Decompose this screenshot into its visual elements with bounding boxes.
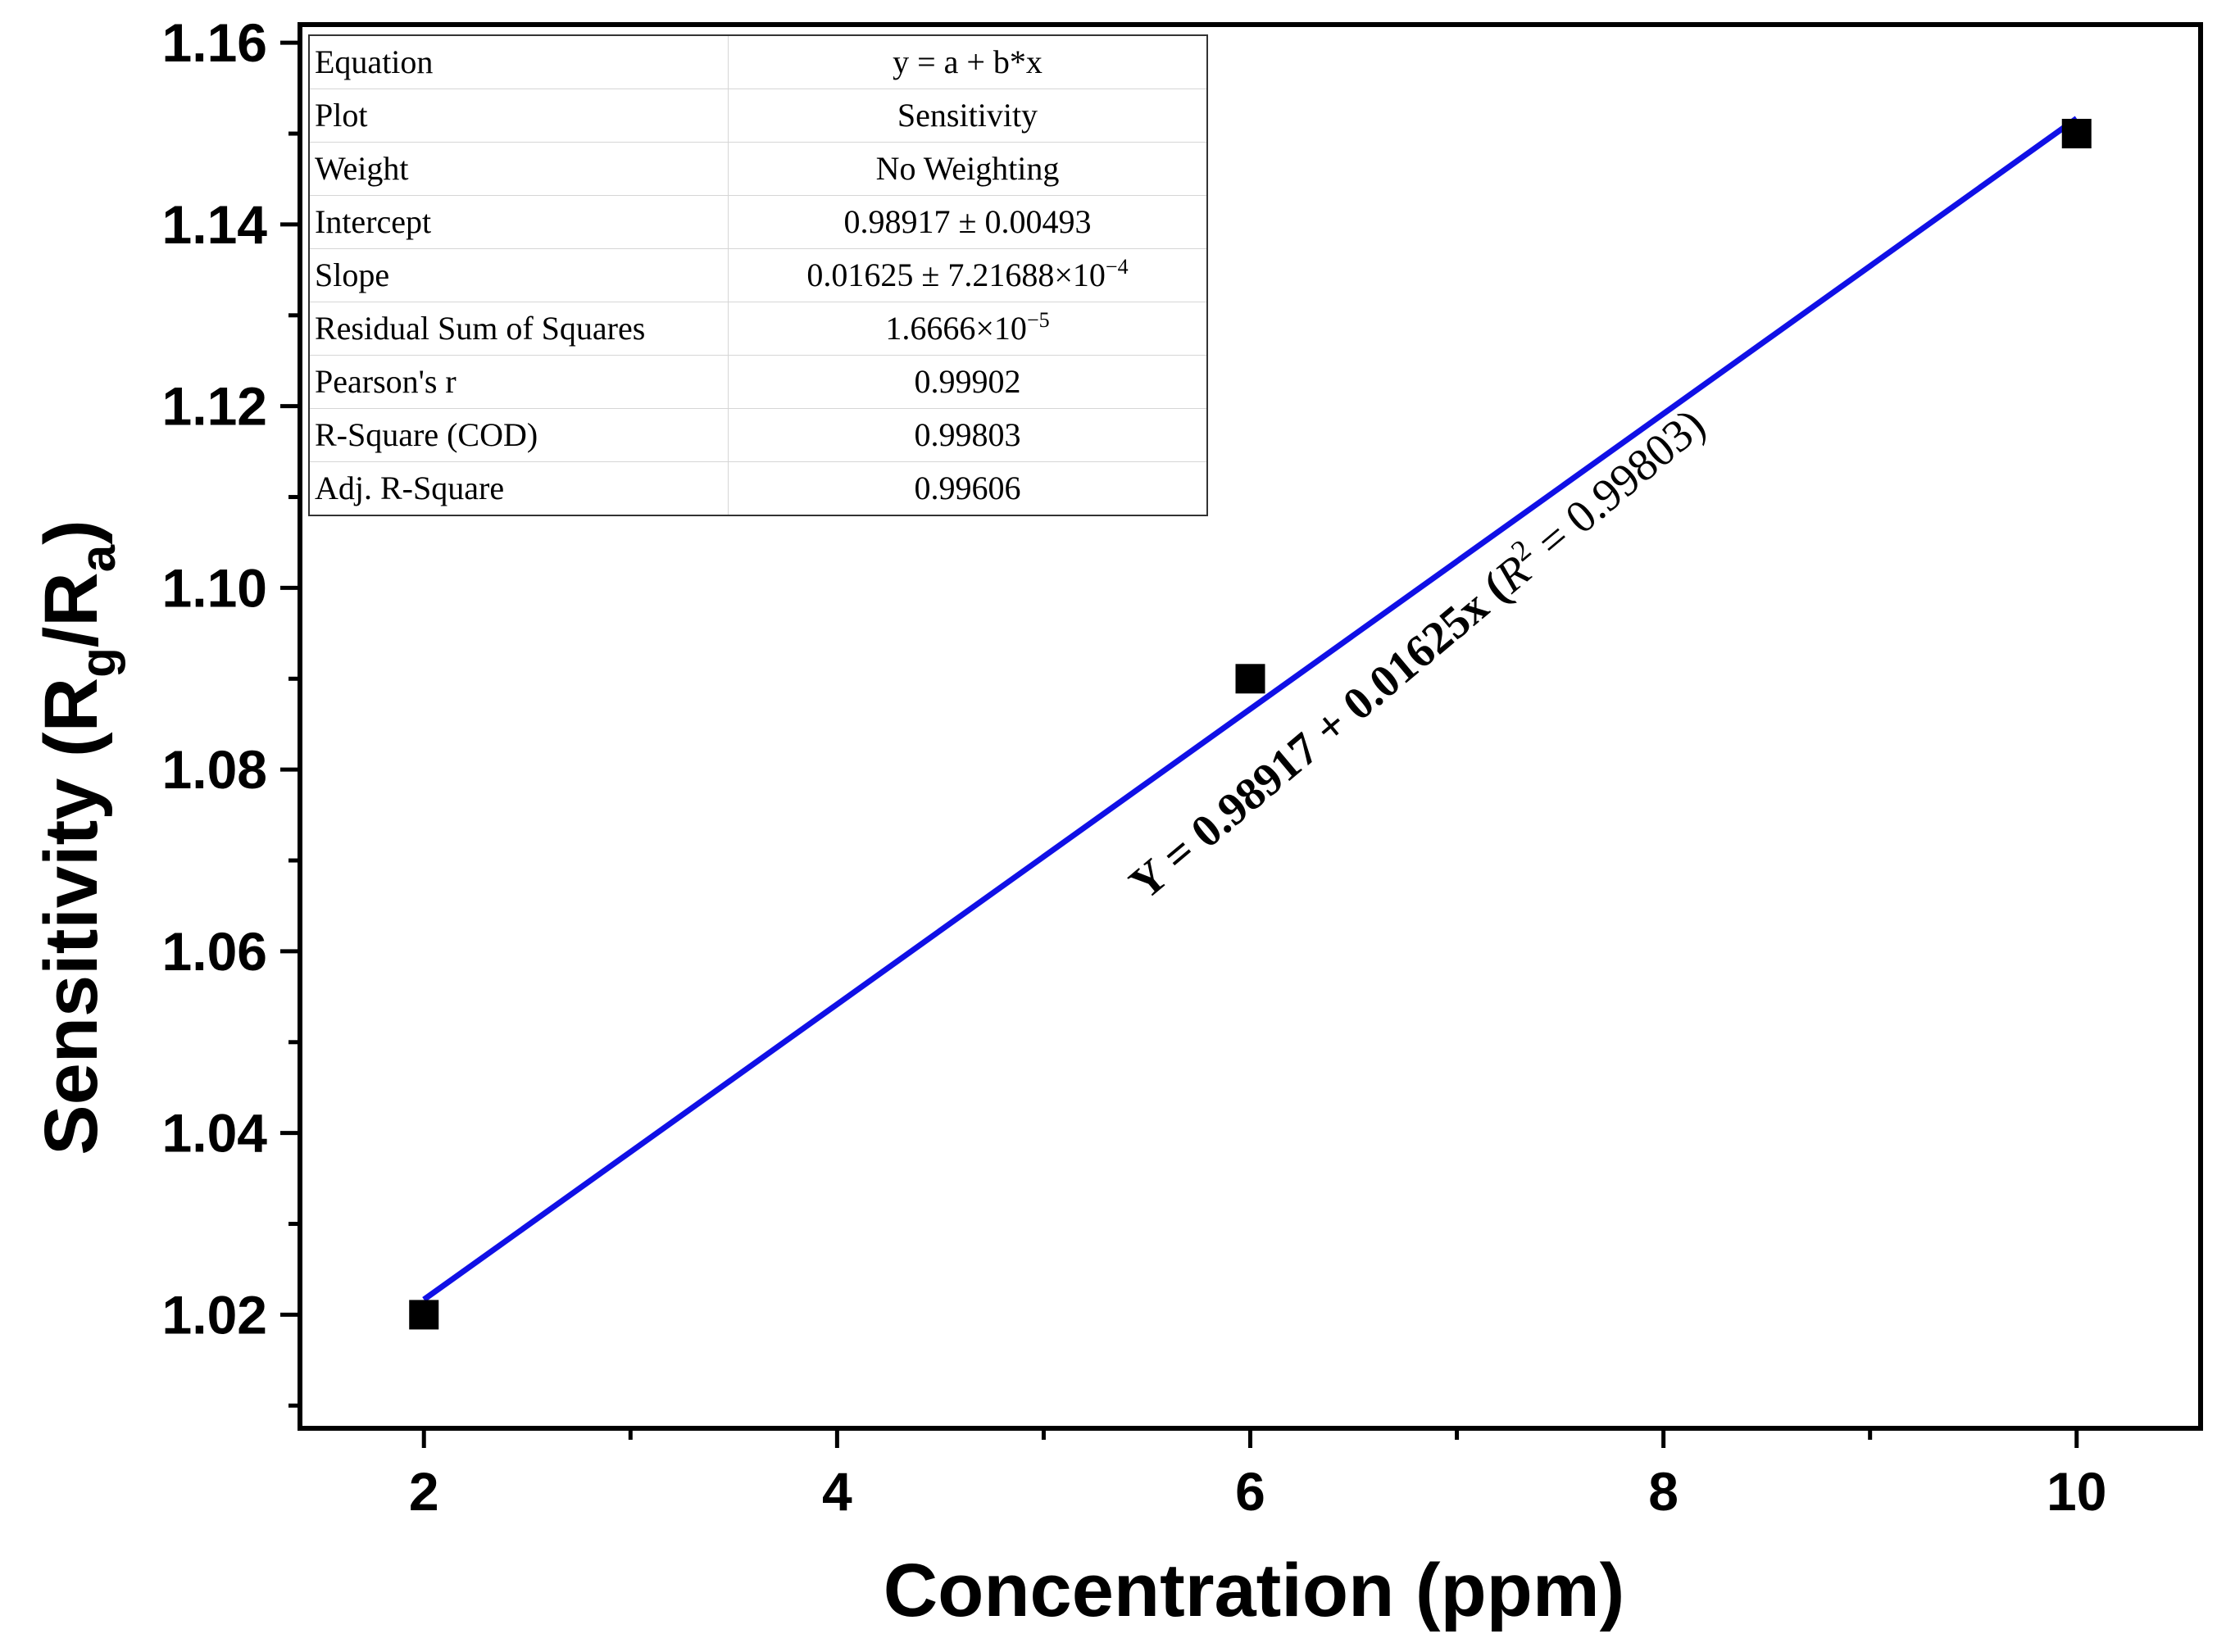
stats-row: R-Square (COD) 0.99803 bbox=[308, 408, 1208, 462]
stats-row: Residual Sum of Squares 1.6666×10−5 bbox=[308, 302, 1208, 356]
stats-value: Sensitivity bbox=[728, 88, 1208, 143]
fit-statistics-table: Equation y = a + b*x Plot Sensitivity Weight… bbox=[308, 34, 1208, 516]
stats-value: 1.6666×10−5 bbox=[728, 302, 1208, 356]
y-tick-label: 1.06 bbox=[162, 921, 267, 982]
fit-line bbox=[422, 116, 2078, 1302]
stats-row: Intercept 0.98917 ± 0.00493 bbox=[308, 195, 1208, 249]
stats-value: y = a + b*x bbox=[728, 34, 1208, 89]
stats-value: 0.99902 bbox=[728, 355, 1208, 409]
x-tick-label: 8 bbox=[1648, 1461, 1679, 1522]
y-tick-label: 1.14 bbox=[162, 194, 268, 255]
stats-exponent: −4 bbox=[1105, 255, 1129, 279]
y-tick-label: 1.08 bbox=[162, 739, 267, 800]
stats-row: Equation y = a + b*x bbox=[308, 34, 1208, 89]
x-tick-label: 2 bbox=[409, 1461, 439, 1522]
y-tick-label: 1.10 bbox=[162, 557, 267, 618]
stats-key: Intercept bbox=[308, 195, 729, 249]
x-axis-title: Concentration (ppm) bbox=[884, 1549, 1625, 1632]
x-tick-label: 4 bbox=[822, 1461, 852, 1522]
stats-value: 0.99803 bbox=[728, 408, 1208, 462]
x-axis-ticks: 2 4 6 8 10 bbox=[409, 1428, 2106, 1522]
stats-key: Slope bbox=[308, 248, 729, 302]
stats-key: Residual Sum of Squares bbox=[308, 302, 729, 356]
stats-key: Weight bbox=[308, 142, 729, 196]
stats-value: 0.98917 ± 0.00493 bbox=[728, 195, 1208, 249]
stats-key: Plot bbox=[308, 88, 729, 143]
data-point bbox=[2061, 119, 2092, 149]
data-point bbox=[409, 1300, 439, 1330]
x-tick-label: 6 bbox=[1235, 1461, 1265, 1522]
plot-frame bbox=[298, 22, 2203, 1431]
stats-row: Weight No Weighting bbox=[308, 142, 1208, 196]
stats-row: Pearson's r 0.99902 bbox=[308, 355, 1208, 409]
stats-row: Slope 0.01625 ± 7.21688×10−4 bbox=[308, 248, 1208, 302]
stats-key: Equation bbox=[308, 34, 729, 89]
stats-key: R-Square (COD) bbox=[308, 408, 729, 462]
stats-key: Adj. R-Square bbox=[308, 461, 729, 516]
stats-row: Plot Sensitivity bbox=[308, 88, 1208, 143]
data-point bbox=[1235, 664, 1265, 694]
y-tick-label: 1.02 bbox=[162, 1284, 267, 1345]
stats-row: Adj. R-Square 0.99606 bbox=[308, 461, 1208, 516]
y-axis-ticks: 1.02 1.04 1.06 1.08 1.10 1.12 1.14 1.16 bbox=[162, 12, 300, 1408]
y-tick-label: 1.04 bbox=[162, 1103, 268, 1164]
x-tick-label: 10 bbox=[2047, 1461, 2106, 1522]
y-tick-label: 1.12 bbox=[162, 376, 267, 437]
stats-exponent: −5 bbox=[1026, 308, 1050, 332]
stats-key: Pearson's r bbox=[308, 355, 729, 409]
stats-value: 0.99606 bbox=[728, 461, 1208, 516]
stats-value: No Weighting bbox=[728, 142, 1208, 196]
stats-value: 0.01625 ± 7.21688×10−4 bbox=[728, 248, 1208, 302]
y-tick-label: 1.16 bbox=[162, 12, 267, 73]
y-axis-title: Sensitivity (Rg/Ra) bbox=[30, 520, 125, 1155]
plot-content bbox=[409, 116, 2092, 1330]
